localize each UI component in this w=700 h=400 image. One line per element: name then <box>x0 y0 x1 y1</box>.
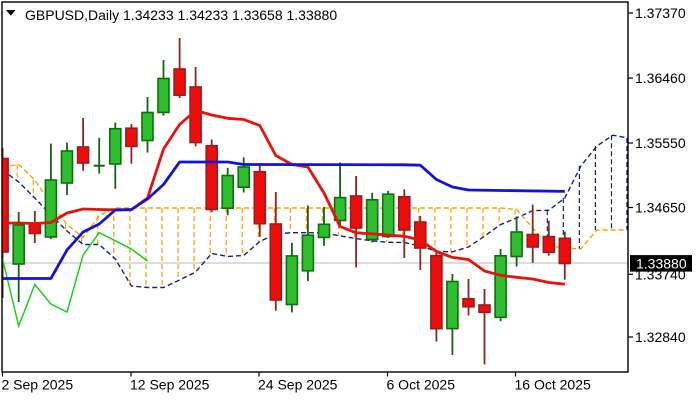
svg-text:12 Sep 2025: 12 Sep 2025 <box>130 377 210 393</box>
svg-text:16 Oct 2025: 16 Oct 2025 <box>515 377 591 393</box>
svg-text:1.34650: 1.34650 <box>635 200 686 216</box>
svg-text:1.33880: 1.33880 <box>636 255 687 271</box>
svg-text:1.36460: 1.36460 <box>635 70 686 86</box>
svg-text:1.35550: 1.35550 <box>635 135 686 151</box>
svg-text:1.32840: 1.32840 <box>635 329 686 345</box>
svg-text:2 Sep 2025: 2 Sep 2025 <box>2 377 74 393</box>
svg-text:24 Sep 2025: 24 Sep 2025 <box>258 377 338 393</box>
svg-text:1.37370: 1.37370 <box>635 5 686 21</box>
svg-text:6 Oct 2025: 6 Oct 2025 <box>387 377 456 393</box>
svg-text:GBPUSD,Daily 1.34233 1.34233 1: GBPUSD,Daily 1.34233 1.34233 1.33658 1.3… <box>25 7 337 23</box>
